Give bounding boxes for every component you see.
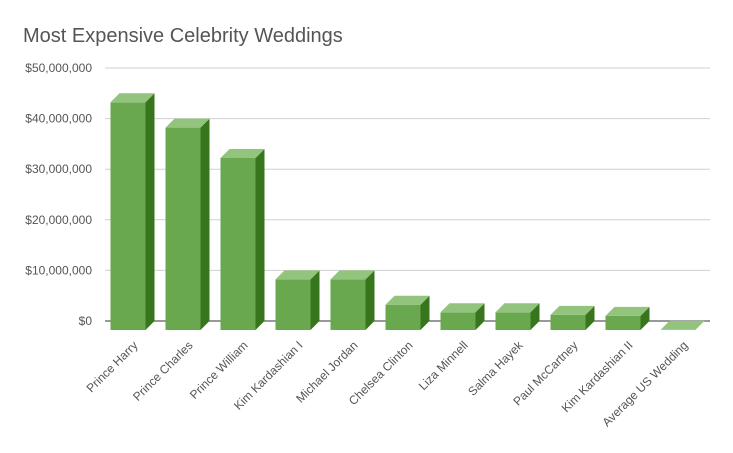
y-tick-label: $30,000,000: [25, 162, 92, 176]
bar-side: [475, 303, 485, 330]
bar: [110, 93, 155, 330]
bar-side: [585, 305, 595, 330]
bar: [385, 295, 430, 330]
bar-front: [275, 279, 311, 330]
bar-front: [385, 304, 421, 330]
bar: [220, 148, 265, 330]
bar-top: [550, 305, 595, 315]
y-tick-label: $20,000,000: [25, 213, 92, 227]
x-tick-label: Liza Minnell: [416, 338, 471, 393]
bar: [605, 306, 650, 330]
bar-side: [255, 148, 265, 330]
bar: [495, 303, 540, 330]
bar-top: [440, 303, 485, 313]
bar-top: [385, 295, 430, 305]
chart-title: Most Expensive Celebrity Weddings: [23, 25, 343, 47]
y-axis-ticks: $0 $10,000,000 $20,000,000 $30,000,000 $40,0…: [25, 61, 92, 328]
bars: [110, 93, 705, 330]
bar-top: [495, 303, 540, 313]
bar: [330, 270, 375, 330]
bar-top: [165, 118, 210, 128]
bar: [550, 305, 595, 330]
bar: [275, 270, 320, 330]
bar-side: [365, 270, 375, 330]
bar-top: [220, 148, 265, 158]
bar-front: [440, 312, 476, 330]
bar-front: [550, 314, 586, 330]
bar-top: [110, 93, 155, 103]
bar-top: [330, 270, 375, 280]
bar-side: [145, 93, 155, 330]
bar: [440, 303, 485, 330]
bar-front: [495, 312, 531, 330]
bar-side: [420, 295, 430, 330]
bar-top: [605, 306, 650, 316]
bar-front: [605, 315, 641, 330]
bar-front: [220, 157, 256, 330]
y-tick-label: $40,000,000: [25, 112, 92, 126]
bar-top: [275, 270, 320, 280]
bar-front: [165, 127, 201, 330]
bar: [660, 320, 705, 330]
bar-top: [660, 320, 705, 330]
bar-front: [330, 279, 366, 330]
bar-side: [640, 306, 650, 330]
x-tick-label: Salma Hayek: [465, 338, 526, 399]
bar-side: [200, 118, 210, 330]
bar: [165, 118, 210, 330]
y-tick-label: $50,000,000: [25, 61, 92, 75]
y-tick-label: $0: [79, 314, 93, 328]
x-tick-label: Prince Harry: [84, 338, 141, 395]
bar-side: [310, 270, 320, 330]
bar-front: [110, 102, 146, 330]
y-tick-label: $10,000,000: [25, 263, 92, 277]
bar-side: [530, 303, 540, 330]
